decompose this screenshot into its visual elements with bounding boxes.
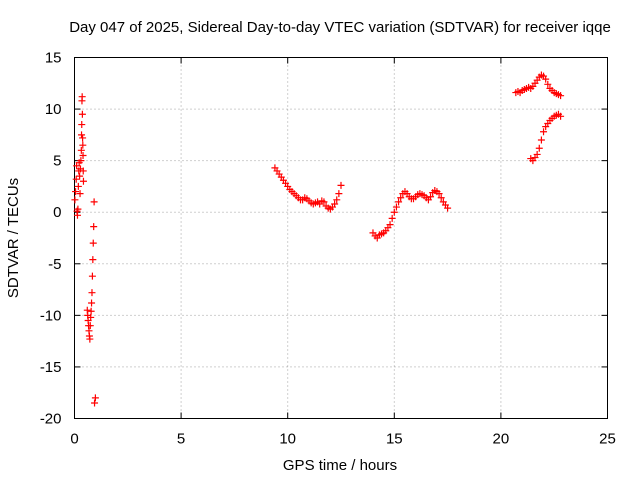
y-tick-label: 15 xyxy=(45,50,62,67)
data-point xyxy=(79,151,87,159)
data-point xyxy=(78,121,86,129)
data-point xyxy=(427,193,435,201)
data-point xyxy=(331,200,339,208)
data-point xyxy=(88,272,96,280)
data-point xyxy=(89,256,97,264)
y-tick-label: 0 xyxy=(53,204,61,221)
x-tick-label: 5 xyxy=(177,431,185,448)
data-point xyxy=(86,322,94,330)
data-point xyxy=(533,150,541,158)
data-point xyxy=(91,394,99,402)
data-point xyxy=(77,146,85,154)
data-point xyxy=(88,289,96,297)
grid xyxy=(74,57,608,419)
data-point xyxy=(91,399,99,407)
data-point xyxy=(392,203,400,211)
y-tick-label: -20 xyxy=(40,411,62,428)
data-point xyxy=(540,128,548,136)
data-point xyxy=(87,313,95,321)
data-point xyxy=(557,92,565,100)
data-point xyxy=(74,182,82,190)
y-tick-label: 10 xyxy=(45,101,62,118)
axis-ticks xyxy=(74,57,608,419)
data-point xyxy=(74,205,82,213)
data-point xyxy=(88,299,96,307)
data-point xyxy=(337,181,345,189)
data-point xyxy=(73,211,81,219)
data-point xyxy=(395,198,403,206)
data-point xyxy=(542,75,550,83)
data-point xyxy=(79,134,87,142)
data-point xyxy=(76,190,84,198)
data-point xyxy=(79,177,87,185)
data-point xyxy=(435,190,443,198)
y-tick-label: -5 xyxy=(48,256,61,273)
data-point xyxy=(89,239,97,247)
x-tick-label: 10 xyxy=(279,431,296,448)
data-point xyxy=(90,223,98,231)
data-points xyxy=(71,71,565,407)
data-point xyxy=(335,190,343,198)
data-point xyxy=(388,214,396,222)
plot-area xyxy=(74,57,608,419)
x-tick-label: 20 xyxy=(493,431,510,448)
chart-title: Day 047 of 2025, Sidereal Day-to-day VTE… xyxy=(69,19,611,36)
data-point xyxy=(90,198,98,206)
y-axis-label: SDTVAR / TECUs xyxy=(5,178,22,298)
data-point xyxy=(71,196,79,204)
y-tick-label: -10 xyxy=(40,307,62,324)
x-tick-label: 15 xyxy=(386,431,403,448)
y-tick-label: -15 xyxy=(40,359,62,376)
data-point xyxy=(333,196,341,204)
data-point xyxy=(76,172,84,180)
data-point xyxy=(78,93,86,101)
x-tick-label: 0 xyxy=(70,431,78,448)
data-point xyxy=(78,110,86,118)
data-point xyxy=(87,307,95,315)
data-point xyxy=(444,204,452,212)
data-point xyxy=(386,221,394,229)
data-point xyxy=(77,157,85,165)
data-point xyxy=(397,194,405,202)
data-point xyxy=(79,141,87,149)
data-point xyxy=(72,188,80,196)
data-point xyxy=(72,175,80,183)
data-point xyxy=(535,144,543,152)
data-point xyxy=(79,167,87,175)
data-point xyxy=(78,131,86,139)
data-point xyxy=(557,112,565,120)
data-point xyxy=(537,136,545,144)
data-point xyxy=(437,194,445,202)
y-tick-label: 5 xyxy=(53,153,61,170)
data-point xyxy=(320,198,328,206)
data-point xyxy=(390,208,398,216)
data-point xyxy=(544,80,552,88)
x-tick-label: 25 xyxy=(599,431,616,448)
axis-tick-labels: 0 5 10 15 20 25 -20 -15 -10 -5 0 5 10 15 xyxy=(40,50,616,448)
x-axis-label: GPS time / hours xyxy=(283,457,397,474)
data-point xyxy=(86,335,94,343)
